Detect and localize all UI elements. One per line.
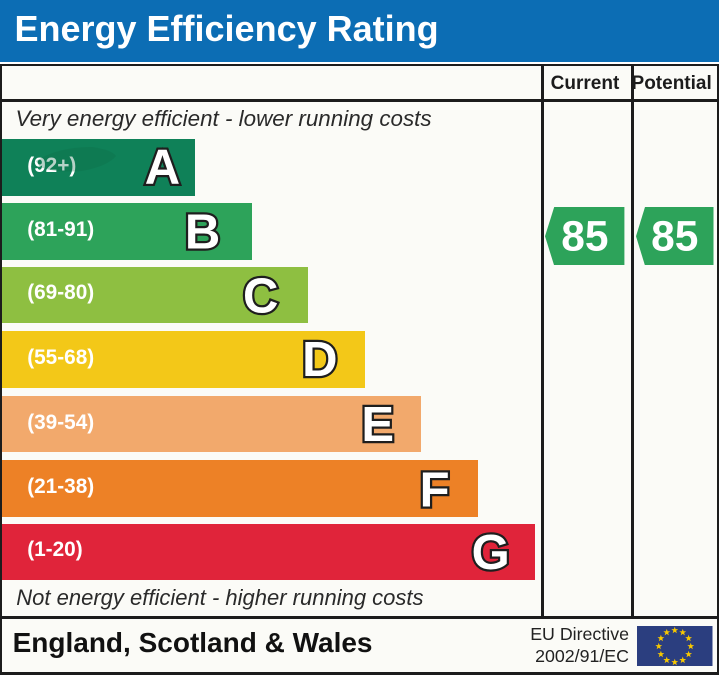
svg-text:G: G — [472, 526, 510, 580]
svg-text:A: A — [145, 141, 180, 195]
svg-text:85: 85 — [651, 213, 698, 260]
svg-text:C: C — [243, 270, 278, 324]
svg-text:85: 85 — [561, 213, 608, 260]
svg-text:F: F — [420, 463, 450, 517]
svg-text:E: E — [361, 398, 394, 452]
svg-text:B: B — [185, 206, 220, 260]
svg-text:D: D — [302, 333, 337, 387]
